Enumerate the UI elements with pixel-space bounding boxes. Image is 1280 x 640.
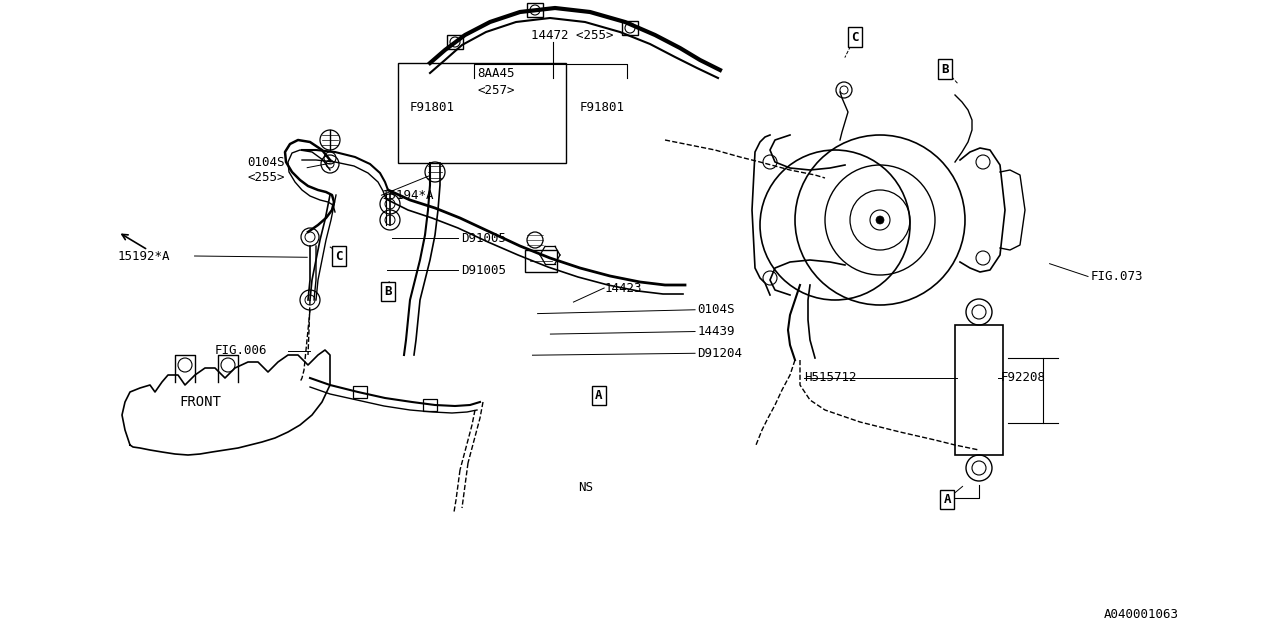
Text: FRONT: FRONT xyxy=(179,395,221,409)
Bar xyxy=(398,63,566,163)
Bar xyxy=(622,21,637,35)
Text: C: C xyxy=(335,250,343,262)
Text: C: C xyxy=(851,31,859,44)
Text: <257>: <257> xyxy=(477,84,515,97)
Bar xyxy=(527,3,543,17)
Text: A: A xyxy=(595,389,603,402)
Text: B: B xyxy=(941,63,948,76)
Bar xyxy=(447,35,463,49)
Text: D91005: D91005 xyxy=(461,264,506,276)
Text: A040001063: A040001063 xyxy=(1105,608,1179,621)
Bar xyxy=(955,325,1004,455)
Bar xyxy=(422,399,436,411)
Text: 14423: 14423 xyxy=(604,282,641,294)
Text: H515712: H515712 xyxy=(804,371,856,384)
Text: F92208: F92208 xyxy=(1001,371,1046,384)
Bar xyxy=(525,250,557,272)
Text: B: B xyxy=(384,285,392,298)
Text: 0104S: 0104S xyxy=(698,303,735,316)
Text: D91005: D91005 xyxy=(461,232,506,244)
Text: FIG.073: FIG.073 xyxy=(1091,270,1143,283)
Text: 0104S
<255>: 0104S <255> xyxy=(247,156,284,184)
Text: 15194*A: 15194*A xyxy=(381,189,434,202)
Circle shape xyxy=(876,216,884,224)
Text: F91801: F91801 xyxy=(410,101,454,114)
Text: F91801: F91801 xyxy=(580,101,625,114)
Text: 14439: 14439 xyxy=(698,325,735,338)
Text: FIG.006: FIG.006 xyxy=(215,344,268,357)
Text: A: A xyxy=(943,493,951,506)
Text: 14472 <255>: 14472 <255> xyxy=(531,29,613,42)
Bar xyxy=(353,386,367,398)
Text: 8AA45: 8AA45 xyxy=(477,67,515,80)
Text: D91204: D91204 xyxy=(698,347,742,360)
Text: 15192*A: 15192*A xyxy=(118,250,170,262)
Text: NS: NS xyxy=(579,481,594,494)
